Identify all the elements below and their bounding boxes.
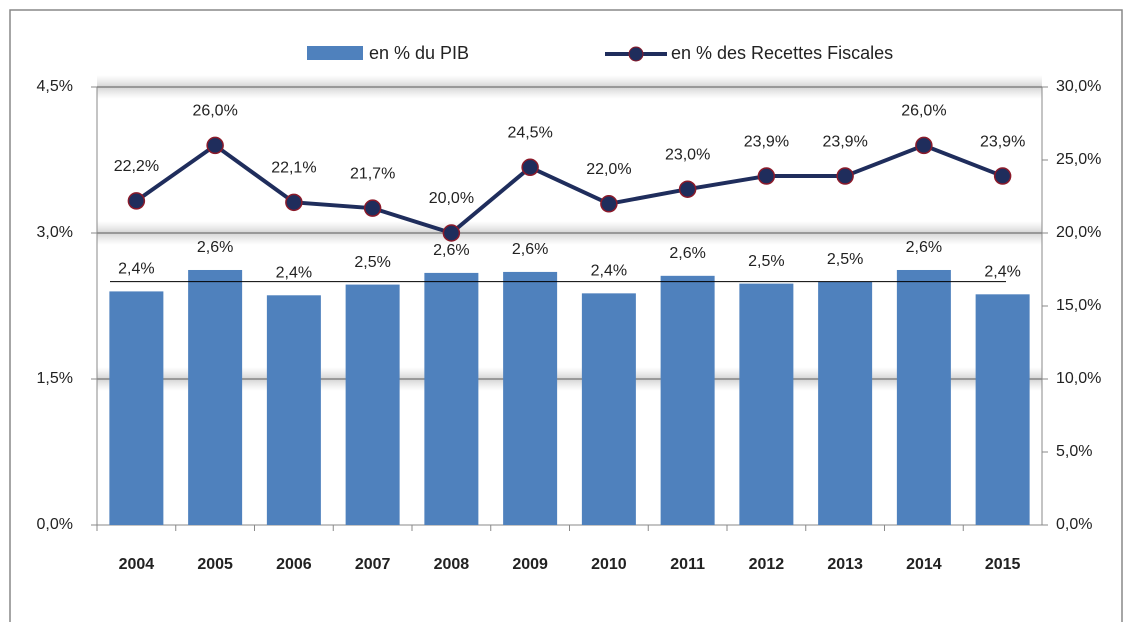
bar-value-label: 2,5%	[748, 253, 784, 270]
legend-marker	[628, 46, 644, 62]
legend-label: en % du PIB	[369, 43, 469, 63]
legend: en % du PIB en % des Recettes Fiscales	[307, 43, 893, 63]
bar	[818, 281, 873, 525]
legend-swatch	[307, 46, 363, 60]
y-tick-label: 3,0%	[37, 224, 73, 241]
line-value-label: 24,5%	[507, 125, 552, 142]
line-value-label: 22,2%	[114, 158, 159, 175]
line-marker	[678, 180, 697, 198]
x-tick-label: 2005	[197, 556, 233, 573]
y-tick-label: 4,5%	[37, 78, 73, 95]
bar	[975, 294, 1030, 525]
bar	[188, 269, 243, 525]
bar-value-label: 2,6%	[512, 241, 548, 258]
line	[135, 142, 1004, 236]
bar	[266, 295, 321, 525]
bar	[109, 291, 164, 525]
bar-value-label: 2,4%	[591, 263, 627, 280]
y2-tick-label: 20,0%	[1056, 224, 1101, 241]
bar-value-label: 2,4%	[118, 261, 154, 278]
bar	[424, 272, 479, 525]
x-tick-label: 2007	[355, 556, 391, 573]
bar	[739, 283, 794, 525]
x-tick-label: 2006	[276, 556, 312, 573]
line-value-label: 20,0%	[429, 190, 474, 207]
line-marker	[757, 167, 776, 185]
x-tick-label: 2010	[591, 556, 627, 573]
y2-tick-label: 25,0%	[1056, 151, 1101, 168]
line-marker	[442, 224, 461, 242]
frame	[9, 9, 1123, 622]
x-tick-label: 2004	[119, 556, 155, 573]
line-value-label: 23,9%	[822, 133, 867, 150]
bar	[896, 269, 951, 525]
bar-value-label: 2,6%	[433, 242, 469, 259]
y2-tick-label: 0,0%	[1056, 516, 1092, 533]
y2-tick-label: 10,0%	[1056, 370, 1101, 387]
bar-value-label: 2,5%	[827, 251, 863, 268]
bar	[660, 275, 715, 525]
y2-tick-label: 5,0%	[1056, 443, 1092, 460]
line-value-label: 23,0%	[665, 146, 710, 163]
x-tick-label: 2009	[512, 556, 548, 573]
line-marker	[285, 193, 303, 212]
line-value-label: 26,0%	[901, 103, 946, 120]
x-tick-label: 2013	[827, 556, 863, 573]
bar	[345, 284, 400, 525]
line-value-label: 22,0%	[586, 161, 631, 178]
line-marker	[993, 167, 1012, 185]
y2-tick-label: 30,0%	[1056, 78, 1101, 95]
bar-value-label: 2,6%	[906, 239, 942, 256]
y2-tick-label: 15,0%	[1056, 297, 1101, 314]
x-tick-label: 2011	[670, 556, 705, 573]
bar-value-label: 2,5%	[354, 254, 390, 271]
y-tick-label: 1,5%	[37, 370, 73, 387]
line-value-label: 23,9%	[744, 133, 789, 150]
bar	[581, 293, 636, 525]
y-tick-label: 0,0%	[37, 516, 73, 533]
line-marker	[363, 199, 382, 217]
bar-value-label: 2,4%	[984, 264, 1020, 281]
line-marker	[915, 136, 933, 155]
bar	[503, 271, 558, 525]
line-value-label: 26,0%	[192, 103, 237, 120]
bar-value-label: 2,6%	[197, 239, 233, 256]
line-value-label: 21,7%	[350, 165, 395, 182]
bar-value-label: 2,6%	[669, 245, 705, 262]
line-marker	[836, 167, 854, 185]
x-tick-label: 2015	[985, 556, 1021, 573]
line-marker	[521, 158, 539, 177]
x-tick-label: 2008	[434, 556, 470, 573]
line-marker	[206, 136, 224, 155]
x-tick-label: 2012	[749, 556, 785, 573]
line-marker	[600, 195, 618, 213]
bar-value-label: 2,4%	[276, 265, 312, 282]
line-value-label: 23,9%	[980, 133, 1025, 150]
legend-label: en % des Recettes Fiscales	[671, 43, 893, 63]
line-marker	[127, 192, 146, 210]
x-tick-label: 2014	[906, 556, 942, 573]
line-value-label: 22,1%	[271, 160, 316, 177]
